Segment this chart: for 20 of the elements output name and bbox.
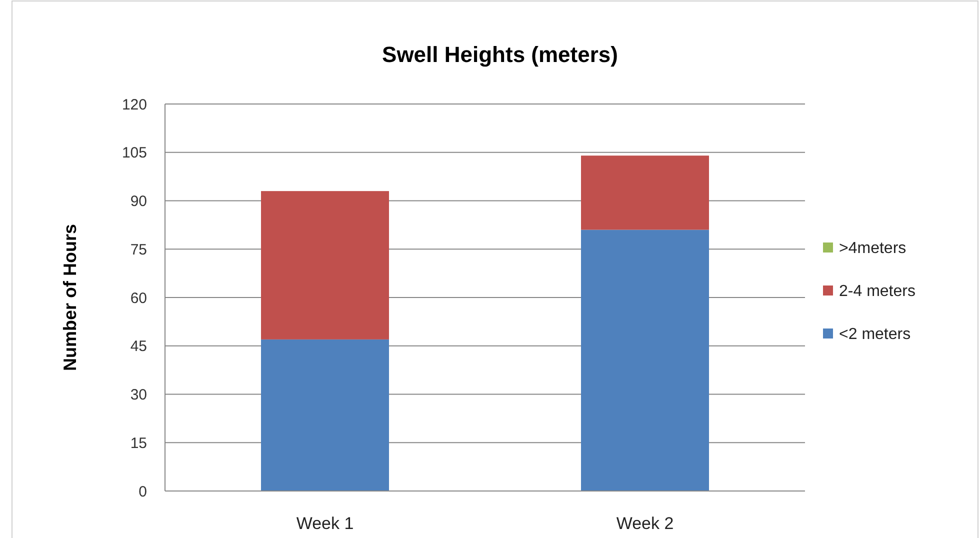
y-tick-label: 75 (130, 241, 147, 258)
bar (261, 339, 389, 491)
y-tick-label: 0 (138, 483, 147, 500)
bar (581, 156, 709, 230)
y-tick-label: 30 (130, 386, 147, 404)
legend-label: <2 meters (839, 326, 911, 344)
y-tick-label: 60 (130, 290, 147, 307)
y-tick-label: 120 (122, 96, 147, 114)
y-axis-title: Number of Hours (60, 224, 80, 372)
x-tick-label: Week 1 (296, 514, 354, 533)
bar (261, 191, 389, 340)
bar (581, 230, 709, 491)
legend-label: 2-4 meters (839, 283, 916, 300)
y-tick-label: 15 (130, 434, 147, 452)
x-tick-label: Week 2 (616, 514, 674, 533)
y-tick-label: 105 (122, 144, 147, 162)
y-tick-label: 45 (130, 338, 147, 356)
y-tick-label: 90 (130, 193, 147, 210)
legend-label: >4meters (839, 240, 906, 258)
chart-title: Swell Heights (meters) (382, 42, 618, 67)
